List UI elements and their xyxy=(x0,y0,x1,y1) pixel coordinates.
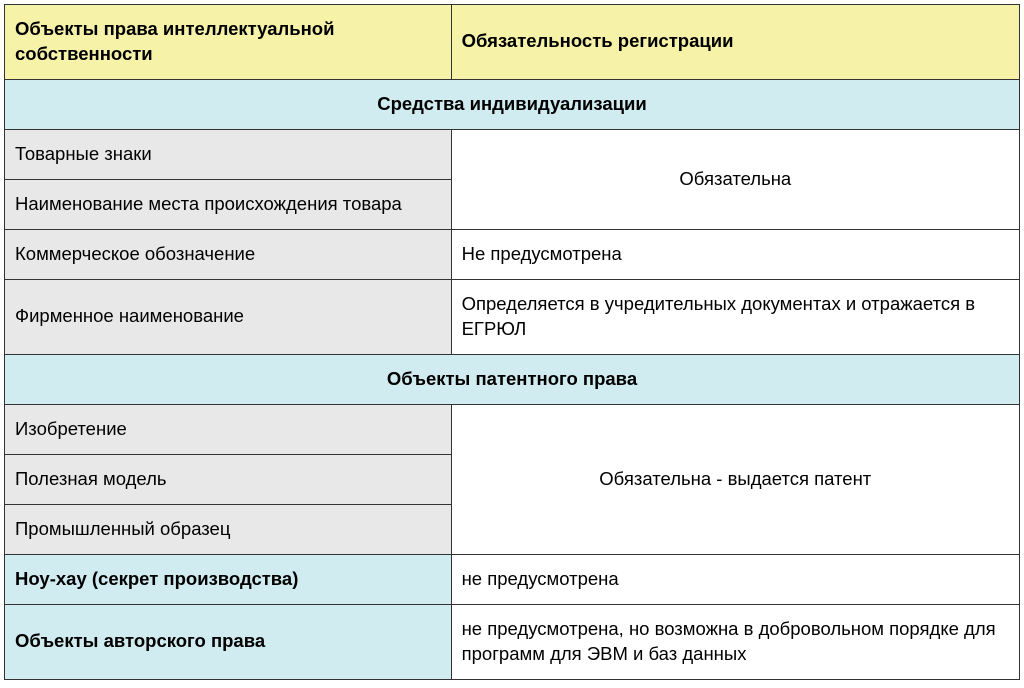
table-row: Изобретение Обязательна - выдается патен… xyxy=(5,404,1020,454)
section-row: Средства индивидуализации xyxy=(5,79,1020,129)
section-row: Объекты патентного права xyxy=(5,354,1020,404)
object-cell: Коммерческое обозначение xyxy=(5,229,452,279)
header-col2: Обязательность регистрации xyxy=(451,5,1019,80)
registration-cell: Обязательна xyxy=(451,129,1019,229)
registration-cell: Обязательна - выдается патент xyxy=(451,404,1019,554)
object-cell: Наименование места происхождения товара xyxy=(5,179,452,229)
object-cell: Фирменное наименование xyxy=(5,279,452,354)
registration-cell: не предусмотрена xyxy=(451,554,1019,604)
header-col1: Объекты права интеллектуальной собственн… xyxy=(5,5,452,80)
table-row: Ноу-хау (секрет производства) не предусм… xyxy=(5,554,1020,604)
registration-cell: Определяется в учредительных документах … xyxy=(451,279,1019,354)
registration-cell: Не предусмотрена xyxy=(451,229,1019,279)
object-cell: Полезная модель xyxy=(5,454,452,504)
section-title: Объекты патентного права xyxy=(5,354,1020,404)
object-cell: Изобретение xyxy=(5,404,452,454)
object-cell: Товарные знаки xyxy=(5,129,452,179)
object-cell: Объекты авторского права xyxy=(5,604,452,679)
table-row: Фирменное наименование Определяется в уч… xyxy=(5,279,1020,354)
ip-rights-table: Объекты права интеллектуальной собственн… xyxy=(4,4,1020,680)
table-row: Объекты авторского права не предусмотрен… xyxy=(5,604,1020,679)
table-row: Коммерческое обозначение Не предусмотрен… xyxy=(5,229,1020,279)
table-row: Товарные знаки Обязательна xyxy=(5,129,1020,179)
object-cell: Промышленный образец xyxy=(5,504,452,554)
header-row: Объекты права интеллектуальной собственн… xyxy=(5,5,1020,80)
section-title: Средства индивидуализации xyxy=(5,79,1020,129)
object-cell: Ноу-хау (секрет производства) xyxy=(5,554,452,604)
registration-cell: не предусмотрена, но возможна в добровол… xyxy=(451,604,1019,679)
